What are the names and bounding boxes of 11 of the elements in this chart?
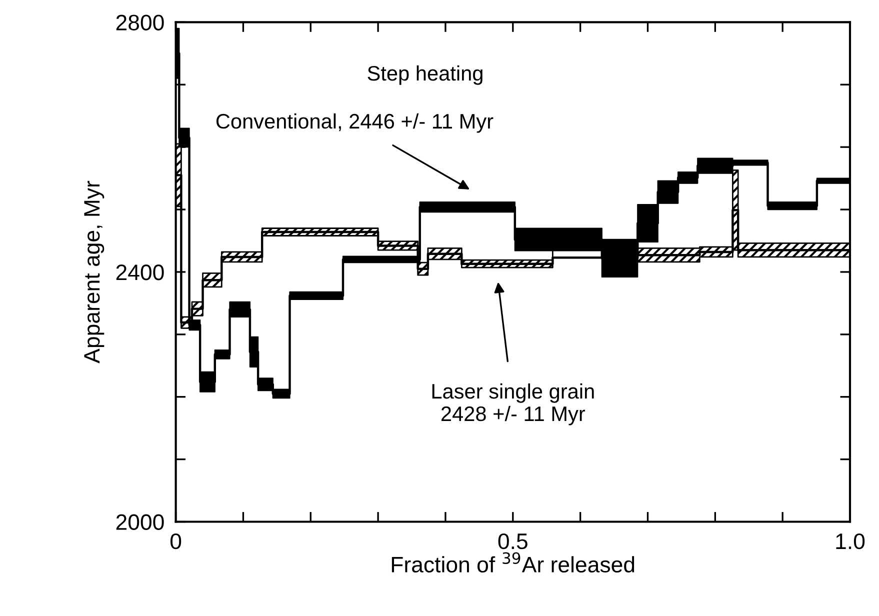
x-tick-label: 0 xyxy=(170,533,182,550)
y-axis-title: Apparent age, Myr xyxy=(84,180,104,364)
x-tick-label: 0.5 xyxy=(498,533,528,550)
annotation: Laser single grain 2428 +/- 11 Myr xyxy=(432,383,594,426)
x-tick-label: 1.0 xyxy=(836,533,865,550)
y-tick-label: 2400 xyxy=(116,264,164,280)
x-axis-title: Fraction of $^{39}$Ar released xyxy=(392,552,634,573)
annotation: Step heating xyxy=(368,65,482,85)
y-tick-label: 2800 xyxy=(116,14,164,30)
annotation: Conventional, 2446 +/- 11 Myr xyxy=(216,113,494,133)
y-tick-label: 2000 xyxy=(116,514,164,530)
